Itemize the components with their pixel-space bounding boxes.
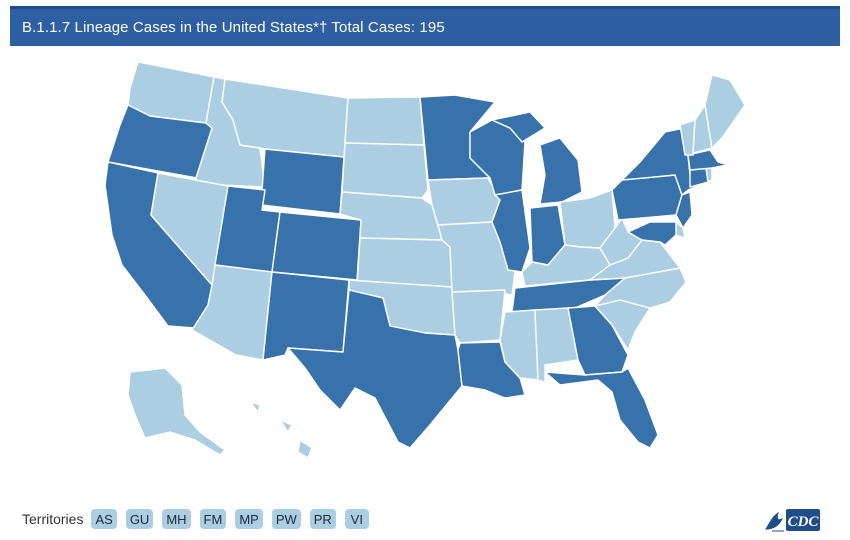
cdc-logo-text: CDC [788,514,820,530]
us-map[interactable] [0,50,850,470]
state-co[interactable] [271,211,362,281]
state-ia[interactable] [427,177,501,226]
state-nj[interactable] [675,191,693,229]
state-nd[interactable] [344,96,425,146]
territory-button-vi[interactable]: VI [344,509,369,529]
territory-button-as[interactable]: AS [91,509,117,529]
territories-label: Territories [22,511,84,527]
territory-button-mh[interactable]: MH [162,509,191,529]
state-mt[interactable] [221,78,349,158]
territory-button-gu[interactable]: GU [125,509,154,529]
state-mi[interactable] [491,111,583,205]
state-tx[interactable] [287,289,463,449]
state-sd[interactable] [341,142,429,199]
state-ma[interactable] [687,149,729,171]
us-map-svg[interactable] [0,50,850,470]
state-ar[interactable] [451,289,506,344]
state-me[interactable] [704,74,746,149]
territory-button-fm[interactable]: FM [199,509,227,529]
state-hi[interactable] [249,401,313,459]
territory-button-pw[interactable]: PW [271,509,301,529]
cdc-logo: CDC [762,503,822,535]
hhs-eagle-icon [765,511,784,532]
state-ks[interactable] [356,237,453,288]
territories-bar: Territories AS GU MH FM MP PW PR VI [22,508,378,530]
state-fl[interactable] [544,367,659,449]
territory-button-pr[interactable]: PR [309,509,336,529]
title-bar: B.1.1.7 Lineage Cases in the United Stat… [10,6,840,46]
territory-button-mp[interactable]: MP [235,509,263,529]
state-ak[interactable] [127,367,226,456]
state-wy[interactable] [260,148,345,215]
state-ct[interactable] [689,167,709,188]
territories-list: AS GU MH FM MP PW PR VI [91,509,377,529]
state-nm[interactable] [262,271,350,361]
map-title: B.1.1.7 Lineage Cases in the United Stat… [22,19,445,36]
state-il[interactable] [491,189,531,273]
state-vt[interactable] [679,119,696,156]
state-md[interactable] [627,221,677,246]
state-pa[interactable] [611,174,683,221]
